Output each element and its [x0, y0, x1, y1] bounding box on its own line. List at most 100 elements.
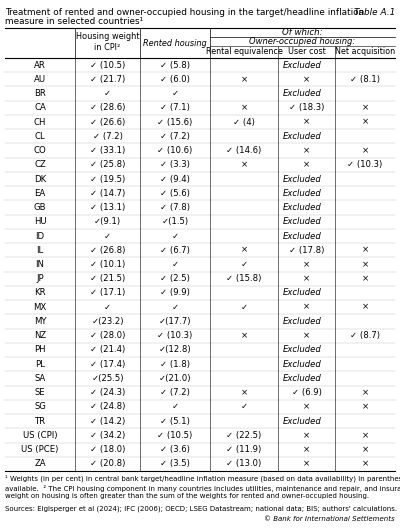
Text: PH: PH [34, 346, 46, 355]
Text: ×: × [303, 146, 310, 155]
Text: ✓ (18.0): ✓ (18.0) [90, 445, 125, 454]
Text: User cost: User cost [288, 47, 325, 56]
Text: ✓ (3.3): ✓ (3.3) [160, 160, 190, 169]
Text: Excluded: Excluded [283, 288, 322, 297]
Text: Excluded: Excluded [283, 417, 322, 426]
Text: ✓ (13.0): ✓ (13.0) [226, 459, 262, 468]
Text: ✓ (24.8): ✓ (24.8) [90, 402, 125, 412]
Text: IN: IN [36, 260, 44, 269]
Text: EA: EA [34, 189, 46, 198]
Text: ✓ (9.4): ✓ (9.4) [160, 175, 190, 184]
Text: ✓ (10.5): ✓ (10.5) [90, 61, 125, 70]
Text: GB: GB [34, 203, 46, 212]
Text: ✓(17.7): ✓(17.7) [159, 317, 191, 326]
Text: Excluded: Excluded [283, 359, 322, 369]
Text: ✓ (14.7): ✓ (14.7) [90, 189, 125, 198]
Text: Rental equivalence: Rental equivalence [206, 47, 282, 56]
Text: ¹ Weights (in per cent) in central bank target/headline inflation measure (based: ¹ Weights (in per cent) in central bank … [5, 475, 400, 499]
Text: TR: TR [34, 417, 46, 426]
Text: KR: KR [34, 288, 46, 297]
Text: measure in selected countries¹: measure in selected countries¹ [5, 17, 143, 26]
Text: ✓ (1.8): ✓ (1.8) [160, 359, 190, 369]
Text: ✓ (20.8): ✓ (20.8) [90, 459, 125, 468]
Text: Excluded: Excluded [283, 189, 322, 198]
Text: SG: SG [34, 402, 46, 412]
Text: ✓: ✓ [172, 303, 178, 312]
Text: AU: AU [34, 75, 46, 84]
Text: ✓ (6.7): ✓ (6.7) [160, 246, 190, 255]
Text: Treatment of rented and owner-occupied housing in the target/headline inflation: Treatment of rented and owner-occupied h… [5, 8, 364, 17]
Text: ✓ (17.4): ✓ (17.4) [90, 359, 125, 369]
Text: HU: HU [34, 217, 46, 226]
Text: BR: BR [34, 89, 46, 98]
Text: ×: × [362, 431, 368, 440]
Text: ✓ (2.5): ✓ (2.5) [160, 274, 190, 283]
Text: ✓ (7.2): ✓ (7.2) [160, 132, 190, 141]
Text: NZ: NZ [34, 331, 46, 340]
Text: Of which:: Of which: [282, 28, 323, 37]
Text: ×: × [303, 431, 310, 440]
Text: ZA: ZA [34, 459, 46, 468]
Text: ×: × [303, 459, 310, 468]
Text: Rented housing: Rented housing [143, 39, 207, 47]
Text: US (CPI): US (CPI) [23, 431, 57, 440]
Text: ✓ (7.2): ✓ (7.2) [92, 132, 122, 141]
Text: Excluded: Excluded [283, 132, 322, 141]
Text: ✓: ✓ [172, 89, 178, 98]
Text: ✓: ✓ [104, 232, 111, 241]
Text: ✓ (6.0): ✓ (6.0) [160, 75, 190, 84]
Text: ×: × [362, 274, 368, 283]
Text: ✓ (5.1): ✓ (5.1) [160, 417, 190, 426]
Text: ✓ (33.1): ✓ (33.1) [90, 146, 125, 155]
Text: ✓: ✓ [172, 402, 178, 412]
Text: ×: × [362, 146, 368, 155]
Text: ✓ (13.1): ✓ (13.1) [90, 203, 125, 212]
Text: ✓: ✓ [104, 89, 111, 98]
Text: ✓: ✓ [240, 260, 248, 269]
Text: Excluded: Excluded [283, 61, 322, 70]
Text: ID: ID [36, 232, 44, 241]
Text: ×: × [303, 117, 310, 126]
Text: ×: × [240, 160, 248, 169]
Text: SE: SE [35, 388, 45, 397]
Text: ×: × [303, 331, 310, 340]
Text: ✓ (4): ✓ (4) [233, 117, 255, 126]
Text: MY: MY [34, 317, 46, 326]
Text: ✓ (17.8): ✓ (17.8) [289, 246, 324, 255]
Text: ✓ (25.8): ✓ (25.8) [90, 160, 125, 169]
Text: ✓: ✓ [172, 260, 178, 269]
Text: ✓ (15.8): ✓ (15.8) [226, 274, 262, 283]
Text: Housing weight
in CPI²: Housing weight in CPI² [76, 32, 139, 52]
Text: ×: × [362, 388, 368, 397]
Text: ×: × [362, 445, 368, 454]
Text: ✓(25.5): ✓(25.5) [91, 374, 124, 383]
Text: ✓(21.0): ✓(21.0) [159, 374, 191, 383]
Text: Excluded: Excluded [283, 175, 322, 184]
Text: ×: × [303, 274, 310, 283]
Text: ✓ (6.9): ✓ (6.9) [292, 388, 322, 397]
Text: ✓(23.2): ✓(23.2) [91, 317, 124, 326]
Text: SA: SA [34, 374, 46, 383]
Text: Owner-occupied housing:: Owner-occupied housing: [249, 37, 356, 46]
Text: ✓ (10.3): ✓ (10.3) [157, 331, 193, 340]
Text: Table A.1: Table A.1 [354, 8, 395, 17]
Text: ✓ (11.9): ✓ (11.9) [226, 445, 262, 454]
Text: ✓: ✓ [240, 402, 248, 412]
Text: ×: × [303, 160, 310, 169]
Text: ✓ (26.6): ✓ (26.6) [90, 117, 125, 126]
Text: Excluded: Excluded [283, 232, 322, 241]
Text: ✓ (8.1): ✓ (8.1) [350, 75, 380, 84]
Text: ✓ (18.3): ✓ (18.3) [289, 104, 324, 113]
Text: ✓(9.1): ✓(9.1) [94, 217, 121, 226]
Text: Excluded: Excluded [283, 203, 322, 212]
Text: ×: × [240, 331, 248, 340]
Text: ×: × [240, 246, 248, 255]
Text: ✓ (21.5): ✓ (21.5) [90, 274, 125, 283]
Text: CH: CH [34, 117, 46, 126]
Text: ✓ (28.6): ✓ (28.6) [90, 104, 125, 113]
Text: Sources: Eiglsperger et al (2024); IFC (2006); OECD; LSEG Datastream; national d: Sources: Eiglsperger et al (2024); IFC (… [5, 505, 397, 511]
Text: ×: × [240, 104, 248, 113]
Text: ×: × [362, 402, 368, 412]
Text: CA: CA [34, 104, 46, 113]
Text: CZ: CZ [34, 160, 46, 169]
